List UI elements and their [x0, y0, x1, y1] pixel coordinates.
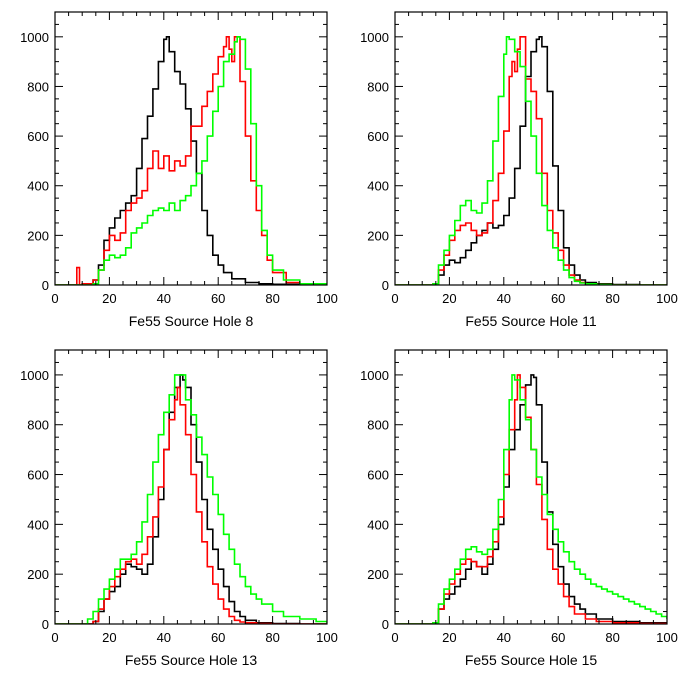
y-tick-label: 600 — [27, 129, 49, 144]
series-line-3 — [55, 36, 327, 285]
x-tick-label: 60 — [211, 291, 225, 306]
y-tick-label: 800 — [367, 79, 389, 94]
series-line-3 — [395, 36, 667, 285]
x-tick-label: 40 — [157, 291, 171, 306]
x-axis-title: Fe55 Source Hole 13 — [125, 652, 258, 668]
y-tick-label: 1000 — [20, 368, 49, 383]
y-tick-label: 0 — [42, 617, 49, 632]
x-tick-label: 80 — [265, 630, 279, 645]
x-tick-label: 0 — [391, 291, 398, 306]
y-tick-label: 800 — [27, 79, 49, 94]
x-tick-label: 60 — [211, 630, 225, 645]
y-tick-label: 400 — [367, 517, 389, 532]
x-tick-label: 20 — [102, 291, 116, 306]
y-tick-label: 200 — [367, 228, 389, 243]
y-tick-label: 800 — [27, 418, 49, 433]
y-tick-label: 200 — [367, 567, 389, 582]
y-tick-label: 400 — [27, 517, 49, 532]
x-axis-title: Fe55 Source Hole 11 — [465, 313, 596, 329]
y-tick-label: 600 — [367, 468, 389, 483]
x-tick-label: 80 — [605, 291, 619, 306]
y-tick-label: 400 — [367, 179, 389, 194]
y-tick-label: 0 — [382, 617, 389, 632]
x-tick-label: 20 — [442, 291, 456, 306]
y-tick-label: 600 — [367, 129, 389, 144]
x-tick-label: 0 — [51, 291, 58, 306]
series-line-2 — [55, 386, 327, 624]
y-tick-label: 1000 — [360, 30, 389, 45]
y-tick-label: 400 — [27, 179, 49, 194]
y-tick-label: 1000 — [20, 30, 49, 45]
x-axis-title: Fe55 Source Hole 8 — [129, 313, 254, 329]
x-tick-label: 80 — [605, 630, 619, 645]
y-tick-label: 800 — [367, 418, 389, 433]
x-tick-label: 100 — [656, 630, 678, 645]
y-tick-label: 200 — [27, 228, 49, 243]
x-tick-label: 40 — [497, 630, 511, 645]
series-line-2 — [55, 36, 327, 285]
plot-frame — [394, 349, 668, 625]
x-tick-label: 60 — [551, 630, 565, 645]
y-tick-label: 200 — [27, 567, 49, 582]
series-line-2 — [395, 374, 667, 624]
series-line-1 — [395, 36, 667, 285]
x-tick-label: 80 — [265, 291, 279, 306]
y-tick-label: 1000 — [360, 368, 389, 383]
series-line-3 — [395, 374, 667, 624]
x-axis-title: Fe55 Source Hole 15 — [465, 652, 598, 668]
y-tick-label: 0 — [382, 278, 389, 293]
x-tick-label: 20 — [442, 630, 456, 645]
x-tick-label: 100 — [316, 291, 338, 306]
x-tick-label: 20 — [102, 630, 116, 645]
y-tick-label: 0 — [42, 278, 49, 293]
series-line-2 — [395, 36, 667, 285]
y-tick-label: 600 — [27, 468, 49, 483]
x-tick-label: 40 — [497, 291, 511, 306]
x-tick-label: 60 — [551, 291, 565, 306]
series-line-1 — [55, 36, 327, 285]
x-tick-label: 40 — [157, 630, 171, 645]
x-tick-label: 100 — [656, 291, 678, 306]
series-line-3 — [55, 374, 327, 624]
x-tick-label: 100 — [316, 630, 338, 645]
x-tick-label: 0 — [51, 630, 58, 645]
x-tick-label: 0 — [391, 630, 398, 645]
series-line-1 — [395, 374, 667, 624]
